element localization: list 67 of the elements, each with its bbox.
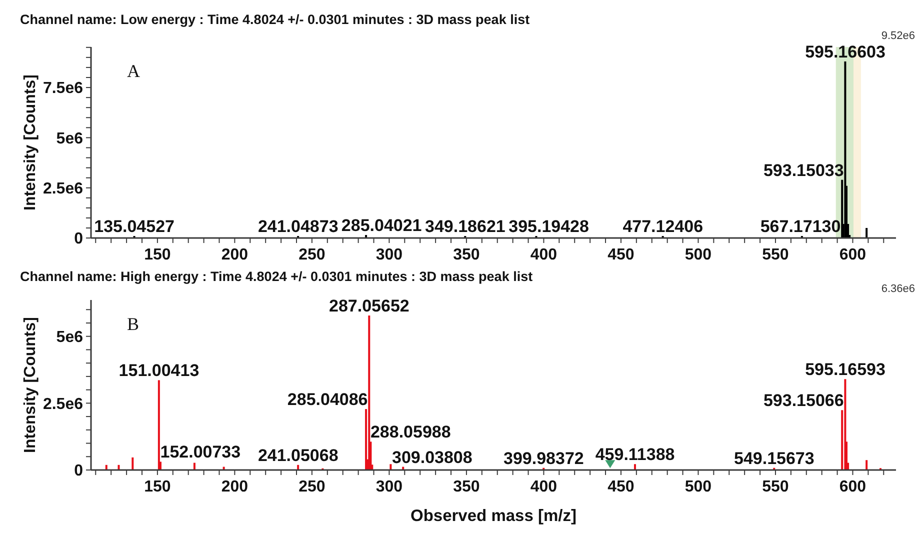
annotation: 477.12406 (622, 216, 704, 236)
annotation: 309.03808 (392, 448, 472, 467)
x-tick-label: 450 (608, 246, 634, 264)
bar (866, 228, 868, 238)
x-tick-label: 150 (144, 478, 171, 496)
y-tick-label: 7.5e6 (42, 80, 84, 98)
x-tick-label: 500 (684, 246, 712, 264)
text: 6.36e6 (881, 283, 915, 295)
annotation: 152.00733 (160, 442, 241, 462)
x-tick-label: 300 (376, 246, 403, 264)
annotation: 288.05988 (370, 422, 451, 442)
x-tick-label: 600 (839, 246, 866, 264)
bar (634, 464, 636, 470)
y-tick-label: 5e6 (56, 329, 84, 346)
x-tick-label: 250 (298, 478, 326, 496)
annotation: 399.98372 (504, 448, 584, 468)
x-tick-label: 350 (453, 478, 480, 496)
x-tick-label: 550 (762, 246, 789, 264)
y-tick-label: 5e6 (56, 130, 84, 148)
annotation: 459.11388 (595, 445, 675, 464)
x-tick-label: 400 (530, 246, 558, 264)
annotation: 287.05652 (329, 296, 410, 316)
annotation: 241.05068 (258, 446, 338, 465)
bar (132, 457, 134, 470)
x-tick-label: 150 (144, 246, 171, 264)
x-tick-label: 350 (453, 246, 480, 264)
bar (844, 61, 846, 238)
text: 9.52e6 (881, 30, 915, 42)
bar (368, 316, 370, 470)
x-tick-label: 250 (298, 246, 326, 264)
annotation: 593.15033 (763, 160, 844, 180)
y-tick-label: 2.5e6 (42, 180, 84, 198)
y-tick-label: 2.5e6 (42, 396, 84, 413)
annotation: A (127, 61, 140, 81)
annotation: 285.04086 (287, 390, 368, 410)
annotation: 135.04527 (94, 216, 175, 236)
annotation: 285.04021 (341, 216, 422, 235)
y-axis-title: Intensity [Counts] (22, 317, 38, 453)
bar (866, 460, 868, 470)
y-tick-label: 0 (74, 230, 84, 248)
annotation: 151.00413 (118, 361, 200, 380)
annotation: 549.15673 (734, 448, 814, 468)
x-tick-label: 500 (684, 478, 712, 496)
annotation: 595.16603 (805, 42, 886, 62)
y-tick-label: 0 (74, 462, 84, 480)
x-tick-label: 200 (221, 246, 248, 264)
x-tick-label: 300 (376, 478, 403, 496)
bar (193, 462, 196, 470)
annotation: B (127, 314, 140, 334)
annotation: 241.04873 (258, 216, 338, 236)
bar (390, 464, 392, 470)
x-tick-label: 400 (530, 478, 558, 496)
x-tick-label: 550 (762, 478, 789, 496)
bar (158, 380, 160, 470)
y-axis-title: Intensity [Counts] (22, 74, 38, 210)
annotation: 395.19428 (508, 216, 589, 236)
annotation: 593.15066 (763, 391, 844, 410)
annotation: 567.17130 (760, 216, 841, 236)
chart-title: Channel name: High energy : Time 4.8024 +/- 0.0301 minutes : 3D mass peak list (20, 269, 534, 284)
x-tick-label: 600 (839, 478, 866, 496)
annotation: 595.16593 (805, 360, 886, 380)
x-axis-title: Observed mass [m/z] (410, 507, 576, 525)
chart-title: Channel name: Low energy : Time 4.8024 +/- 0.0301 minutes : 3D mass peak list (20, 12, 530, 27)
annotation: 349.18621 (425, 216, 506, 236)
x-tick-label: 200 (221, 478, 248, 496)
x-tick-label: 450 (608, 478, 634, 496)
bar (844, 379, 846, 470)
